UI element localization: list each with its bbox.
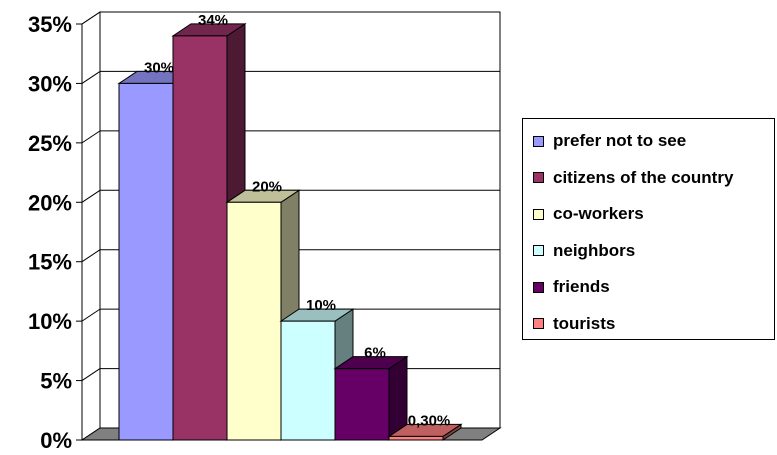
legend-swatch [533, 318, 544, 329]
y-tick-label: 20% [28, 190, 72, 215]
legend-swatch [533, 135, 544, 147]
side-wall [81, 11, 101, 441]
legend-item: friends [533, 277, 610, 297]
data-label: 20% [252, 178, 282, 195]
data-label: 34% [198, 12, 228, 29]
legend-label: tourists [553, 313, 616, 333]
legend-item: citizens of the country [533, 168, 733, 188]
y-tick-label: 15% [28, 250, 72, 275]
legend-label: co-workers [553, 204, 644, 223]
bar-tourists [387, 423, 463, 441]
gridline-side [81, 368, 101, 381]
gridline-side [81, 308, 101, 322]
data-labels: 30% 34% 20% 10% 6% 0,30% [144, 12, 450, 430]
bar-front [172, 35, 228, 441]
bar-front [226, 201, 282, 441]
legend-label: friends [553, 277, 610, 296]
y-tick-label: 25% [28, 131, 72, 156]
y-tick-label: 35% [28, 12, 72, 37]
legend-item: neighbors [533, 241, 635, 261]
legend-label: neighbors [553, 240, 636, 260]
bars [117, 22, 463, 441]
y-tick-label: 30% [28, 71, 72, 96]
gridline-side [81, 189, 101, 203]
legend: prefer not to see citizens of the country… [522, 118, 775, 340]
bar-front [118, 82, 174, 441]
y-tick-label: 10% [28, 309, 72, 334]
bar-front [388, 435, 444, 441]
data-label: 6% [364, 345, 386, 362]
legend-item: co-workers [533, 204, 644, 224]
gridline-side [81, 11, 101, 25]
legend-swatch [533, 281, 544, 293]
legend-swatch [533, 245, 544, 256]
y-tick-label: 5% [40, 369, 72, 394]
y-axis-tick-labels: 0% 5% 10% 15% 20% 25% 30% 35% [28, 12, 83, 453]
bar-front [280, 320, 336, 441]
data-label: 0,30% [408, 412, 451, 429]
legend-item: tourists [533, 314, 615, 334]
legend-item: prefer not to see [533, 131, 686, 151]
gridline-side [81, 71, 101, 84]
legend-label: citizens of the country [553, 167, 734, 187]
bar-friends [333, 355, 409, 441]
bar-front [334, 368, 390, 441]
gridline-side [81, 249, 101, 263]
data-label: 10% [306, 297, 336, 314]
legend-label: prefer not to see [553, 131, 687, 150]
data-label: 30% [144, 59, 174, 76]
legend-swatch [533, 208, 544, 220]
legend-swatch [533, 172, 544, 183]
gridline-side [81, 130, 101, 144]
y-tick-label: 0% [40, 428, 72, 453]
